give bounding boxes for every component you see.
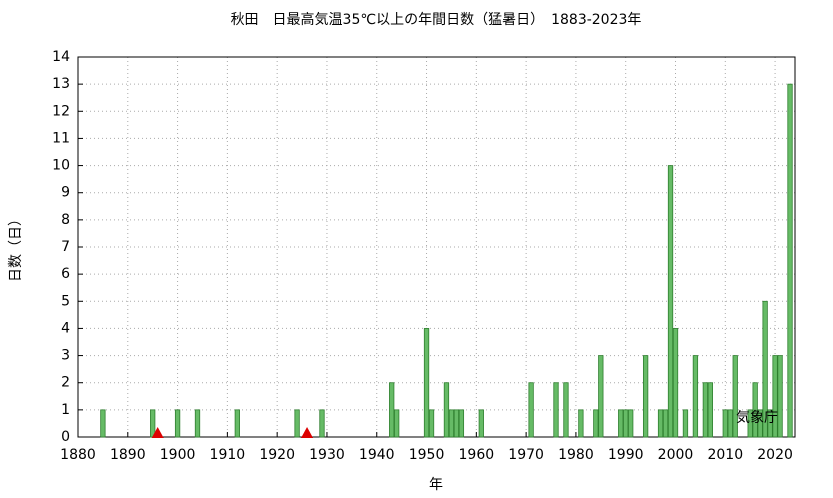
y-tick-label: 11	[52, 130, 70, 146]
bar	[578, 409, 584, 438]
bar	[174, 409, 181, 438]
bar	[389, 382, 395, 438]
x-tick-label: 2020	[757, 447, 793, 463]
y-tick-label: 12	[52, 103, 70, 119]
y-tick-label: 6	[61, 266, 70, 282]
bar	[593, 409, 599, 438]
bar	[618, 409, 624, 438]
bar	[453, 409, 460, 438]
bar	[732, 355, 738, 438]
x-tick-label: 1920	[259, 447, 295, 463]
x-tick-label: 1980	[558, 447, 594, 463]
bar	[563, 382, 569, 438]
y-tick-label: 3	[61, 348, 70, 364]
bar	[423, 328, 430, 438]
bar	[672, 328, 679, 438]
bar	[762, 300, 768, 438]
bar	[478, 409, 484, 438]
bar	[682, 409, 689, 438]
bar	[667, 165, 674, 438]
marker-triangle	[301, 427, 314, 438]
bar	[234, 409, 240, 438]
x-tick-label: 1880	[60, 447, 96, 463]
bar	[787, 83, 793, 438]
y-tick-label: 13	[52, 76, 70, 92]
x-tick-label: 2000	[658, 447, 694, 463]
bar	[194, 409, 201, 438]
x-tick-label: 1900	[160, 447, 196, 463]
bar	[448, 409, 455, 438]
x-tick-label: 1990	[608, 447, 644, 463]
y-tick-label: 0	[61, 429, 70, 445]
bar	[662, 409, 669, 438]
marker-triangle	[151, 427, 164, 438]
y-axis-label: 日数（日）	[8, 212, 24, 282]
bar	[657, 409, 664, 438]
y-tick-label: 9	[61, 185, 70, 201]
bar	[692, 355, 699, 438]
bar	[294, 409, 300, 438]
bar	[443, 382, 450, 438]
x-tick-label: 1960	[459, 447, 495, 463]
y-tick-label: 5	[61, 293, 70, 309]
x-tick-label: 1890	[110, 447, 146, 463]
x-tick-label: 2010	[707, 447, 743, 463]
bar	[777, 355, 783, 438]
bar	[458, 409, 465, 438]
bar	[727, 409, 733, 438]
bar	[772, 355, 778, 438]
x-axis-label: 年	[429, 477, 443, 493]
x-tick-label: 1940	[359, 447, 395, 463]
bar	[598, 355, 604, 438]
y-tick-label: 4	[61, 320, 70, 336]
bar	[623, 409, 629, 438]
bar	[428, 409, 435, 438]
bar	[394, 409, 400, 438]
bar	[752, 382, 758, 438]
bar	[747, 409, 753, 438]
x-tick-label: 1970	[508, 447, 544, 463]
bar	[642, 355, 649, 438]
bar	[528, 382, 534, 438]
bar	[553, 382, 559, 438]
bar	[707, 382, 713, 438]
y-tick-label: 14	[52, 49, 70, 65]
y-tick-label: 8	[61, 212, 70, 228]
bar	[319, 409, 325, 438]
chart-title: 秋田 日最高気温35℃以上の年間日数（猛暑日） 1883-2023年	[231, 11, 642, 28]
y-tick-label: 7	[61, 239, 70, 255]
bar	[722, 409, 728, 438]
x-tick-label: 1950	[409, 447, 445, 463]
y-tick-label: 2	[61, 375, 70, 391]
plot-frame	[77, 56, 796, 438]
bar	[702, 382, 709, 438]
bar	[628, 409, 634, 438]
y-tick-label: 10	[52, 158, 70, 174]
bar	[100, 409, 106, 438]
annotation: 気象庁	[736, 410, 778, 426]
bar	[757, 409, 763, 438]
x-tick-label: 1930	[309, 447, 345, 463]
bar	[767, 409, 773, 438]
x-tick-label: 1910	[210, 447, 246, 463]
bar	[150, 409, 156, 438]
y-tick-label: 1	[61, 402, 70, 418]
